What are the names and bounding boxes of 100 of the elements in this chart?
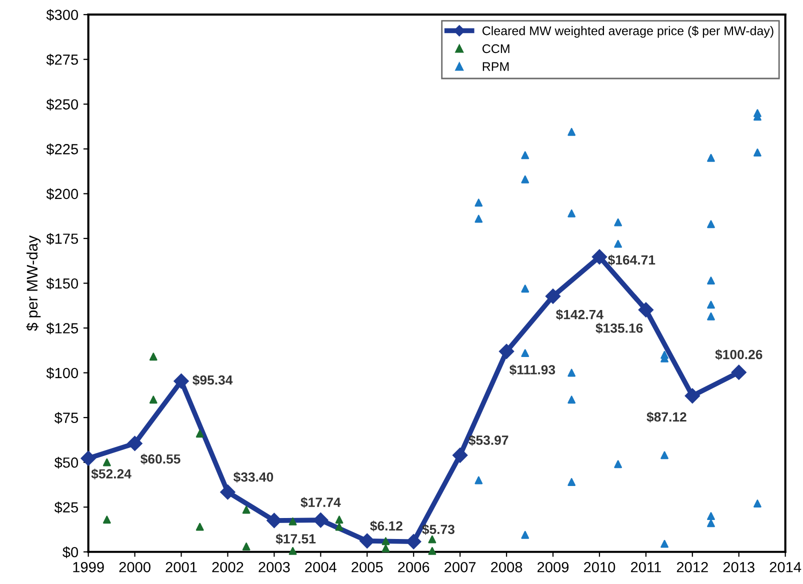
point bbox=[592, 249, 608, 264]
point bbox=[288, 547, 297, 555]
y-tick-label: $25 bbox=[54, 502, 78, 514]
x-tick-label: 2004 bbox=[305, 562, 336, 572]
y-tick-label: $0 bbox=[62, 546, 78, 558]
y-tick-label: $275 bbox=[46, 54, 78, 66]
x-tick-label: 2013 bbox=[723, 562, 754, 572]
point bbox=[102, 458, 111, 466]
x-tick-label: 2005 bbox=[352, 562, 383, 572]
x-tick-label: 1999 bbox=[73, 562, 104, 572]
data-label: $100.26 bbox=[715, 349, 762, 360]
point bbox=[498, 344, 514, 359]
point bbox=[568, 478, 576, 486]
point bbox=[428, 535, 436, 544]
point bbox=[242, 542, 250, 550]
point bbox=[754, 500, 762, 508]
point bbox=[242, 506, 250, 514]
point bbox=[638, 302, 654, 318]
point bbox=[335, 516, 344, 524]
legend-label: Cleared MW weighted average price ($ per MW-day) bbox=[482, 26, 774, 38]
point bbox=[614, 218, 622, 226]
data-label: $5.73 bbox=[422, 524, 454, 535]
x-tick-label: 2012 bbox=[676, 562, 708, 572]
point bbox=[568, 396, 576, 404]
y-tick-label: $50 bbox=[54, 456, 78, 469]
x-tick-label: 2011 bbox=[630, 562, 661, 572]
x-tick-label: 2008 bbox=[491, 562, 522, 572]
point bbox=[406, 534, 422, 550]
point bbox=[360, 533, 375, 548]
point bbox=[220, 484, 236, 500]
data-label: $17.51 bbox=[276, 534, 316, 544]
point bbox=[660, 451, 668, 460]
point bbox=[754, 148, 762, 156]
point bbox=[382, 537, 390, 546]
data-label: $17.74 bbox=[300, 497, 341, 508]
x-tick-label: 2000 bbox=[119, 562, 150, 572]
point bbox=[474, 214, 483, 223]
point bbox=[614, 240, 622, 248]
point bbox=[707, 519, 715, 528]
point bbox=[196, 430, 204, 438]
point bbox=[707, 512, 715, 520]
point bbox=[80, 450, 96, 466]
point bbox=[731, 364, 746, 380]
point bbox=[149, 352, 158, 361]
data-label: $33.40 bbox=[233, 472, 274, 483]
point bbox=[568, 368, 576, 377]
point bbox=[127, 436, 142, 452]
data-label: $52.24 bbox=[91, 468, 132, 480]
x-tick-label: 2010 bbox=[584, 562, 616, 572]
y-tick-label: $300 bbox=[46, 9, 78, 21]
point bbox=[288, 517, 297, 526]
point bbox=[196, 522, 204, 531]
point bbox=[149, 396, 158, 404]
data-label: $164.71 bbox=[608, 254, 656, 266]
x-tick-label: 2009 bbox=[538, 562, 569, 572]
point bbox=[521, 349, 530, 358]
data-label: $135.16 bbox=[596, 322, 643, 334]
y-tick-label: $100 bbox=[46, 367, 78, 380]
x-tick-label: 2003 bbox=[258, 562, 290, 572]
point bbox=[382, 544, 390, 552]
point bbox=[474, 198, 483, 207]
legend-label: CCM bbox=[482, 44, 510, 54]
point bbox=[452, 448, 468, 463]
point bbox=[474, 476, 483, 484]
point bbox=[707, 312, 715, 320]
y-tick-label: $150 bbox=[46, 278, 78, 290]
x-tick-label: 2007 bbox=[444, 562, 476, 572]
point bbox=[102, 516, 111, 524]
x-tick-label: 2002 bbox=[212, 562, 244, 572]
data-label: $142.74 bbox=[556, 309, 604, 320]
data-label: $60.55 bbox=[140, 454, 180, 464]
point bbox=[614, 460, 622, 468]
data-label: $87.12 bbox=[646, 412, 686, 422]
point bbox=[660, 540, 668, 548]
point bbox=[707, 220, 715, 228]
y-tick-label: $250 bbox=[46, 98, 78, 110]
point bbox=[684, 388, 700, 404]
data-label: $6.12 bbox=[370, 520, 402, 532]
point bbox=[568, 128, 576, 136]
point bbox=[313, 512, 328, 528]
point bbox=[335, 522, 344, 531]
point bbox=[545, 288, 561, 304]
point bbox=[521, 151, 530, 160]
point bbox=[568, 209, 576, 218]
legend-label: RPM bbox=[482, 62, 509, 71]
data-label: $95.34 bbox=[192, 374, 233, 386]
point bbox=[428, 547, 436, 555]
point bbox=[521, 530, 530, 539]
point bbox=[174, 374, 189, 389]
y-tick-label: $225 bbox=[46, 143, 78, 156]
point bbox=[521, 175, 530, 184]
data-label: $111.93 bbox=[509, 364, 556, 376]
point bbox=[707, 276, 715, 285]
data-label: $53.97 bbox=[468, 434, 508, 446]
y-tick-label: $125 bbox=[46, 322, 78, 334]
point bbox=[707, 300, 715, 309]
y-tick-label: $175 bbox=[46, 232, 78, 245]
x-tick-label: 2001 bbox=[166, 562, 197, 572]
y-tick-label: $75 bbox=[54, 412, 78, 424]
x-tick-label: 2014 bbox=[770, 562, 802, 572]
